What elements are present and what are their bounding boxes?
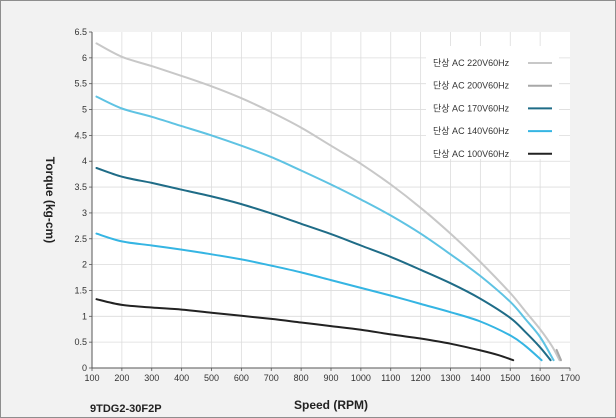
y-tick-label: 2 bbox=[82, 260, 87, 270]
legend-label: 단상 AC 100V60Hz bbox=[433, 149, 510, 159]
y-tick-label: 0.5 bbox=[74, 337, 87, 347]
x-tick-label: 1300 bbox=[440, 373, 460, 383]
curve-series-0 bbox=[95, 42, 561, 362]
y-tick-label: 1 bbox=[82, 311, 87, 321]
legend-label: 단상 AC 200V60Hz bbox=[433, 81, 510, 91]
x-tick-label: 500 bbox=[204, 373, 219, 383]
curve-series-1 bbox=[555, 348, 562, 362]
curve-series-3 bbox=[95, 232, 543, 362]
y-tick-label: 5 bbox=[82, 105, 87, 115]
y-tick-label: 5.5 bbox=[74, 79, 87, 89]
y-tick-label: 3.5 bbox=[74, 182, 87, 192]
model-label: 9TDG2-30F2P bbox=[90, 403, 162, 415]
legend-label: 단상 AC 170V60Hz bbox=[433, 103, 510, 113]
x-tick-label: 700 bbox=[264, 373, 279, 383]
y-tick-label: 6.5 bbox=[74, 27, 87, 37]
curves bbox=[95, 42, 562, 362]
curve-series-2 bbox=[95, 167, 552, 362]
y-tick-labels: 0 0.5 1 1.5 2 2.5 3 3.5 4 4.5 5 5.5 6 6.5 bbox=[74, 27, 87, 373]
x-tick-label: 1500 bbox=[500, 373, 520, 383]
x-tick-label: 600 bbox=[234, 373, 249, 383]
curve-extra bbox=[95, 95, 555, 362]
x-tick-label: 1400 bbox=[470, 373, 490, 383]
x-tick-label: 1100 bbox=[381, 373, 400, 383]
x-tick-label: 400 bbox=[174, 373, 189, 383]
x-tick-label: 300 bbox=[144, 373, 159, 383]
x-axis-title: Speed (RPM) bbox=[294, 398, 368, 412]
x-tick-label: 100 bbox=[84, 373, 99, 383]
y-tick-label: 0 bbox=[82, 363, 87, 373]
y-tick-label: 4.5 bbox=[74, 130, 87, 140]
y-tick-label: 1.5 bbox=[74, 285, 87, 295]
x-tick-label: 1600 bbox=[530, 373, 550, 383]
x-tick-labels: 100 200 300 400 500 600 700 800 900 1000 1100 1200 1… bbox=[84, 373, 580, 383]
x-tick-label: 800 bbox=[294, 373, 309, 383]
x-tick-label: 900 bbox=[323, 373, 338, 383]
legend-label: 단상 AC 140V60Hz bbox=[433, 126, 510, 136]
y-tick-label: 2.5 bbox=[74, 234, 87, 244]
y-axis-title: Torque (kg-cm) bbox=[43, 157, 57, 243]
axes bbox=[89, 31, 571, 371]
curve-series-4 bbox=[95, 298, 515, 362]
legend-label: 단상 AC 220V60Hz bbox=[433, 58, 510, 68]
legend-box bbox=[426, 46, 559, 159]
legend: 단상 AC 220V60Hz 단상 AC 200V60Hz 단상 AC 170V60… bbox=[426, 46, 559, 159]
x-tick-label: 1700 bbox=[560, 373, 580, 383]
x-tick-label: 1000 bbox=[351, 373, 371, 383]
y-tick-label: 4 bbox=[82, 156, 87, 166]
y-tick-label: 6 bbox=[82, 53, 87, 63]
y-tick-label: 3 bbox=[82, 208, 87, 218]
x-tick-label: 200 bbox=[114, 373, 129, 383]
x-tick-label: 1200 bbox=[411, 373, 431, 383]
